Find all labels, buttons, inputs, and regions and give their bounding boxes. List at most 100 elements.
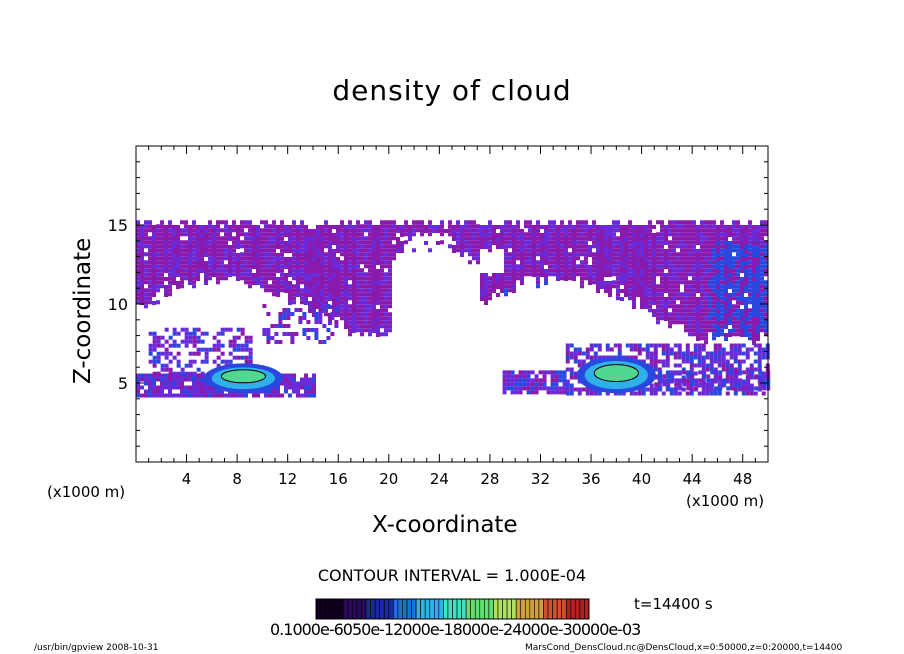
cloud-cell-upper bbox=[508, 276, 512, 281]
cloud-cell-upper bbox=[360, 256, 364, 261]
cloud-cell-upper bbox=[296, 241, 300, 245]
cloud-cell-lower bbox=[212, 343, 217, 348]
cloud-cell-upper bbox=[608, 273, 612, 277]
cloud-cell-upper bbox=[648, 264, 652, 269]
cloud-cell-upper bbox=[388, 292, 392, 297]
cloud-cell-lower bbox=[669, 347, 674, 352]
cloud-cell-upper bbox=[512, 249, 516, 253]
cloud-cell-lower bbox=[526, 378, 531, 383]
cloud-cell-upper bbox=[380, 264, 384, 269]
cloud-cell-lower bbox=[152, 371, 157, 376]
cloud-cell-upper bbox=[704, 324, 708, 329]
cloud-cell-lower bbox=[196, 373, 200, 378]
cloud-cell-upper bbox=[504, 276, 508, 281]
cloud-cell-lower bbox=[530, 370, 535, 375]
cloud-cell-lower bbox=[585, 387, 590, 392]
cloud-cell-upper bbox=[588, 237, 592, 241]
cloud-cell-lower bbox=[308, 389, 312, 394]
cloud-cell-lower bbox=[148, 359, 153, 364]
cloud-cell-upper bbox=[516, 256, 520, 261]
cloud-cell-lower bbox=[322, 308, 327, 312]
colorbar-cell bbox=[502, 598, 508, 620]
cloud-cell-upper bbox=[516, 220, 520, 225]
cloud-cell-upper bbox=[708, 244, 712, 249]
cloud-cell-upper bbox=[760, 252, 764, 257]
cloud-cell-upper bbox=[492, 281, 496, 285]
cloud-cell-lower bbox=[738, 386, 743, 391]
cloud-cell-upper bbox=[692, 280, 696, 285]
cloud-cell-upper bbox=[388, 244, 392, 249]
cloud-cell-upper bbox=[568, 236, 572, 241]
cloud-cell-upper bbox=[204, 237, 208, 241]
cloud-cell-lower bbox=[613, 343, 618, 348]
cloud-cell-upper bbox=[460, 237, 464, 241]
cloud-cell-upper bbox=[360, 312, 364, 317]
cloud-cell-lower bbox=[168, 335, 173, 340]
cloud-cell-upper bbox=[616, 292, 620, 297]
cloud-cell-upper bbox=[352, 261, 356, 265]
cloud-cell-lower bbox=[228, 327, 233, 332]
cloud-cell-upper bbox=[284, 233, 288, 237]
cloud-cell-upper bbox=[368, 268, 372, 273]
cloud-cell-upper bbox=[348, 304, 352, 309]
cloud-cell-upper bbox=[164, 289, 168, 293]
cloud-cell-upper bbox=[708, 312, 712, 317]
cloud-cell-upper bbox=[388, 260, 392, 265]
cloud-cell-upper bbox=[740, 285, 744, 289]
cloud-cell-upper bbox=[676, 320, 680, 325]
cloud-cell-upper bbox=[548, 248, 552, 253]
cloud-cell-upper bbox=[672, 300, 676, 305]
cloud-cell-lower bbox=[248, 355, 253, 360]
cloud-cell-upper bbox=[384, 304, 388, 309]
cloud-cell-upper bbox=[764, 268, 768, 273]
cloud-cell-upper bbox=[744, 301, 748, 305]
cloud-cell-upper bbox=[648, 256, 652, 261]
cloud-cell-upper bbox=[272, 268, 276, 273]
cloud-cell-upper bbox=[672, 264, 676, 269]
cloud-cell-upper bbox=[684, 260, 688, 265]
cloud-cell-upper bbox=[288, 249, 292, 253]
cloud-cell-lower bbox=[282, 324, 287, 328]
cloud-cell-upper bbox=[268, 272, 272, 277]
cloud-cell-upper bbox=[652, 237, 656, 241]
cloud-cell-upper bbox=[248, 244, 252, 249]
cloud-cell-upper bbox=[316, 285, 320, 289]
cloud-cell-upper bbox=[328, 317, 332, 321]
cloud-cell-upper bbox=[380, 240, 384, 245]
cloud-cell-upper bbox=[712, 228, 716, 233]
cloud-cell-lower bbox=[641, 391, 646, 396]
cloud-cell-upper bbox=[480, 273, 484, 277]
cloud-cell-lower bbox=[709, 363, 714, 368]
cloud-cell-lower bbox=[212, 359, 217, 364]
cloud-cell-upper bbox=[680, 220, 684, 225]
cloud-cell-upper bbox=[180, 256, 184, 261]
colorbar-cell bbox=[397, 598, 403, 620]
cloud-cell-upper bbox=[260, 276, 264, 281]
cloud-cell-lower bbox=[621, 391, 626, 396]
cloud-cell-upper bbox=[264, 252, 268, 257]
cloud-cell-upper bbox=[372, 293, 376, 297]
cloud-cell-upper bbox=[384, 264, 388, 269]
cloud-cell-upper bbox=[240, 260, 244, 265]
cloud-cell-upper bbox=[260, 248, 264, 253]
cloud-cell-upper bbox=[560, 276, 564, 281]
cloud-cell-upper bbox=[532, 261, 536, 265]
cloud-cell-upper bbox=[168, 260, 172, 265]
cloud-cell-upper bbox=[152, 257, 156, 261]
cloud-cell-upper bbox=[704, 300, 708, 305]
cloud-cell-upper bbox=[736, 252, 740, 257]
cloud-cell-upper bbox=[288, 297, 292, 301]
cloud-cell-lower bbox=[706, 374, 711, 379]
cloud-cell-lower bbox=[188, 393, 192, 398]
cloud-cell-upper bbox=[196, 269, 200, 273]
cloud-cell-upper bbox=[608, 241, 612, 245]
cloud-cell-upper bbox=[616, 228, 620, 233]
cloud-cell-upper bbox=[300, 264, 304, 269]
cloud-cell-lower bbox=[658, 378, 663, 383]
cloud-cell-lower bbox=[593, 355, 598, 360]
cloud-cell-upper bbox=[352, 269, 356, 273]
cloud-cell-upper bbox=[744, 277, 748, 281]
colorbar-cell bbox=[579, 598, 585, 620]
cloud-cell-upper bbox=[288, 245, 292, 249]
cloud-cell-upper bbox=[600, 241, 604, 245]
